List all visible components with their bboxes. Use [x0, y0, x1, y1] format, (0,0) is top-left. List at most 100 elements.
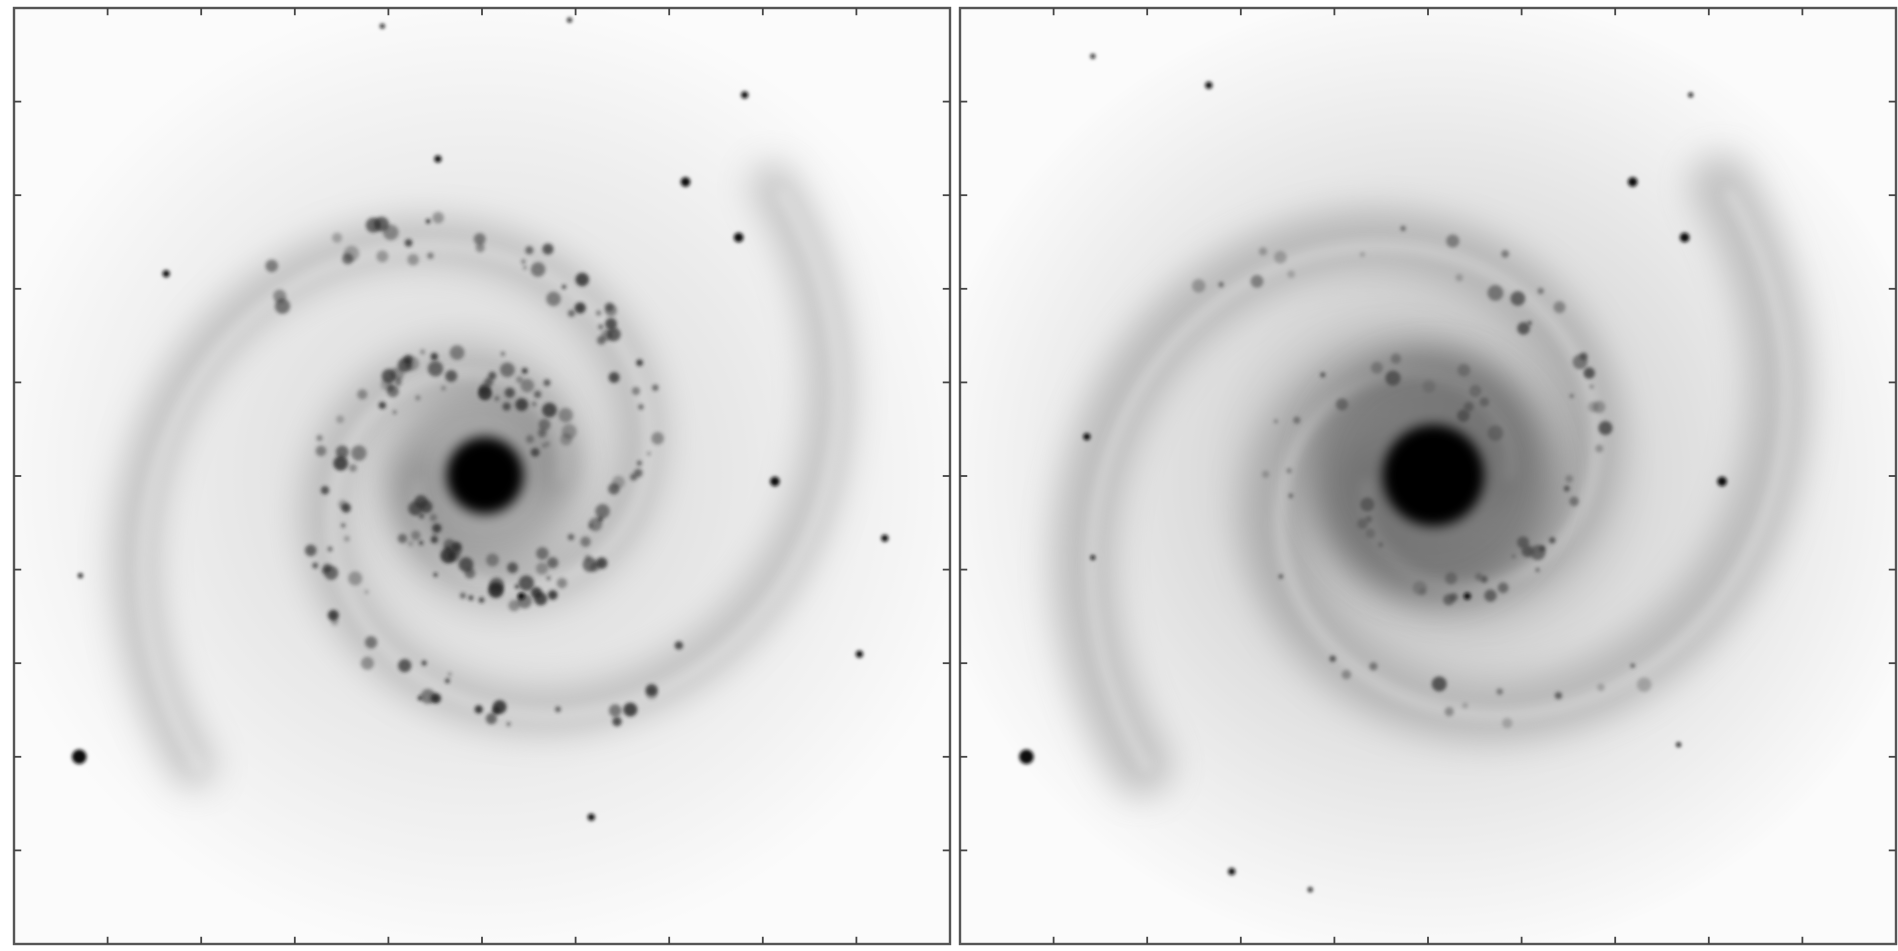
- star: [770, 476, 780, 487]
- star-cluster: [1274, 250, 1287, 264]
- star-cluster: [322, 563, 332, 573]
- star-cluster: [351, 445, 367, 461]
- star-cluster: [421, 660, 427, 666]
- star-cluster: [492, 700, 507, 714]
- star-cluster: [588, 523, 594, 529]
- star-cluster: [333, 455, 349, 471]
- star-cluster: [342, 253, 354, 265]
- star-cluster: [1258, 247, 1268, 256]
- star-cluster: [1636, 677, 1652, 692]
- star-cluster: [1537, 287, 1544, 295]
- star-cluster: [364, 636, 378, 649]
- star-cluster: [604, 302, 614, 312]
- star-cluster: [1274, 419, 1278, 424]
- star-cluster: [1553, 301, 1566, 314]
- star-cluster: [1261, 470, 1270, 478]
- star-cluster: [1595, 444, 1604, 453]
- star-cluster: [394, 379, 402, 387]
- star: [1627, 177, 1638, 187]
- star-cluster: [312, 562, 319, 569]
- star-cluster: [1592, 400, 1606, 414]
- star-cluster: [500, 351, 506, 356]
- star-cluster: [425, 218, 431, 224]
- star-cluster: [1360, 251, 1365, 257]
- star-cluster: [558, 407, 573, 423]
- star-cluster: [636, 359, 643, 367]
- star-cluster: [546, 576, 551, 581]
- star: [741, 91, 749, 99]
- star-cluster: [638, 404, 644, 410]
- star-cluster: [445, 678, 450, 684]
- star-cluster: [376, 250, 389, 263]
- star-cluster: [652, 384, 659, 391]
- star-cluster: [1597, 683, 1605, 692]
- star-cluster: [1496, 688, 1504, 695]
- star-cluster: [449, 345, 465, 360]
- star-cluster: [327, 609, 339, 621]
- star-cluster: [430, 693, 441, 704]
- star-cluster: [1565, 475, 1574, 483]
- star-cluster: [1484, 589, 1497, 602]
- star-cluster: [1446, 234, 1460, 248]
- star-cluster: [475, 243, 485, 253]
- star-cluster: [556, 577, 568, 589]
- star-cluster: [1329, 655, 1336, 662]
- star-cluster: [349, 464, 357, 472]
- star-cluster: [546, 291, 561, 307]
- star-cluster: [507, 562, 518, 574]
- star: [1083, 433, 1091, 441]
- image-panel: [958, 6, 1898, 946]
- star-cluster: [596, 335, 606, 345]
- star-cluster: [315, 445, 327, 457]
- star-cluster: [1502, 717, 1513, 729]
- star-cluster: [1462, 702, 1469, 709]
- star-cluster: [331, 618, 339, 626]
- star-cluster: [396, 376, 402, 382]
- star-cluster: [647, 451, 651, 456]
- star-cluster: [343, 535, 350, 542]
- star-cluster: [547, 557, 559, 569]
- star-cluster: [561, 284, 567, 290]
- star-cluster: [521, 367, 528, 374]
- star: [1676, 742, 1682, 748]
- star-cluster: [1443, 594, 1455, 606]
- star-cluster: [360, 656, 374, 670]
- star-cluster: [1530, 544, 1546, 561]
- star-cluster: [595, 310, 602, 316]
- star-cluster: [518, 575, 535, 591]
- star-cluster: [1569, 394, 1574, 398]
- star-cluster: [574, 302, 586, 314]
- star: [1463, 592, 1471, 600]
- spiral-arm-lane: [137, 240, 654, 773]
- star-cluster: [1549, 537, 1556, 544]
- star-cluster: [522, 265, 528, 270]
- star: [1717, 476, 1727, 487]
- star-cluster: [525, 246, 534, 255]
- star-cluster: [1288, 493, 1294, 499]
- star-cluster: [612, 716, 622, 727]
- star: [680, 177, 691, 187]
- star-cluster: [508, 599, 520, 612]
- star-cluster: [327, 546, 333, 552]
- star-cluster: [478, 597, 485, 603]
- star-cluster: [1630, 663, 1635, 668]
- star-cluster: [357, 389, 368, 400]
- star-cluster: [1554, 691, 1563, 700]
- star-cluster: [499, 362, 515, 378]
- star-cluster: [459, 592, 466, 599]
- galaxy-image: [960, 8, 1897, 945]
- star-cluster: [364, 589, 369, 595]
- star-cluster: [608, 704, 622, 717]
- star-cluster: [427, 252, 434, 259]
- star-cluster: [1510, 291, 1526, 306]
- star-cluster: [398, 658, 412, 673]
- star-cluster: [1598, 421, 1613, 436]
- star-cluster: [575, 272, 590, 287]
- star-cluster: [547, 590, 558, 600]
- star: [1090, 53, 1096, 59]
- star-cluster: [407, 540, 414, 547]
- star-cluster: [633, 468, 643, 478]
- star-cluster: [1455, 273, 1464, 282]
- star-cluster: [489, 577, 504, 593]
- star-cluster: [417, 695, 423, 701]
